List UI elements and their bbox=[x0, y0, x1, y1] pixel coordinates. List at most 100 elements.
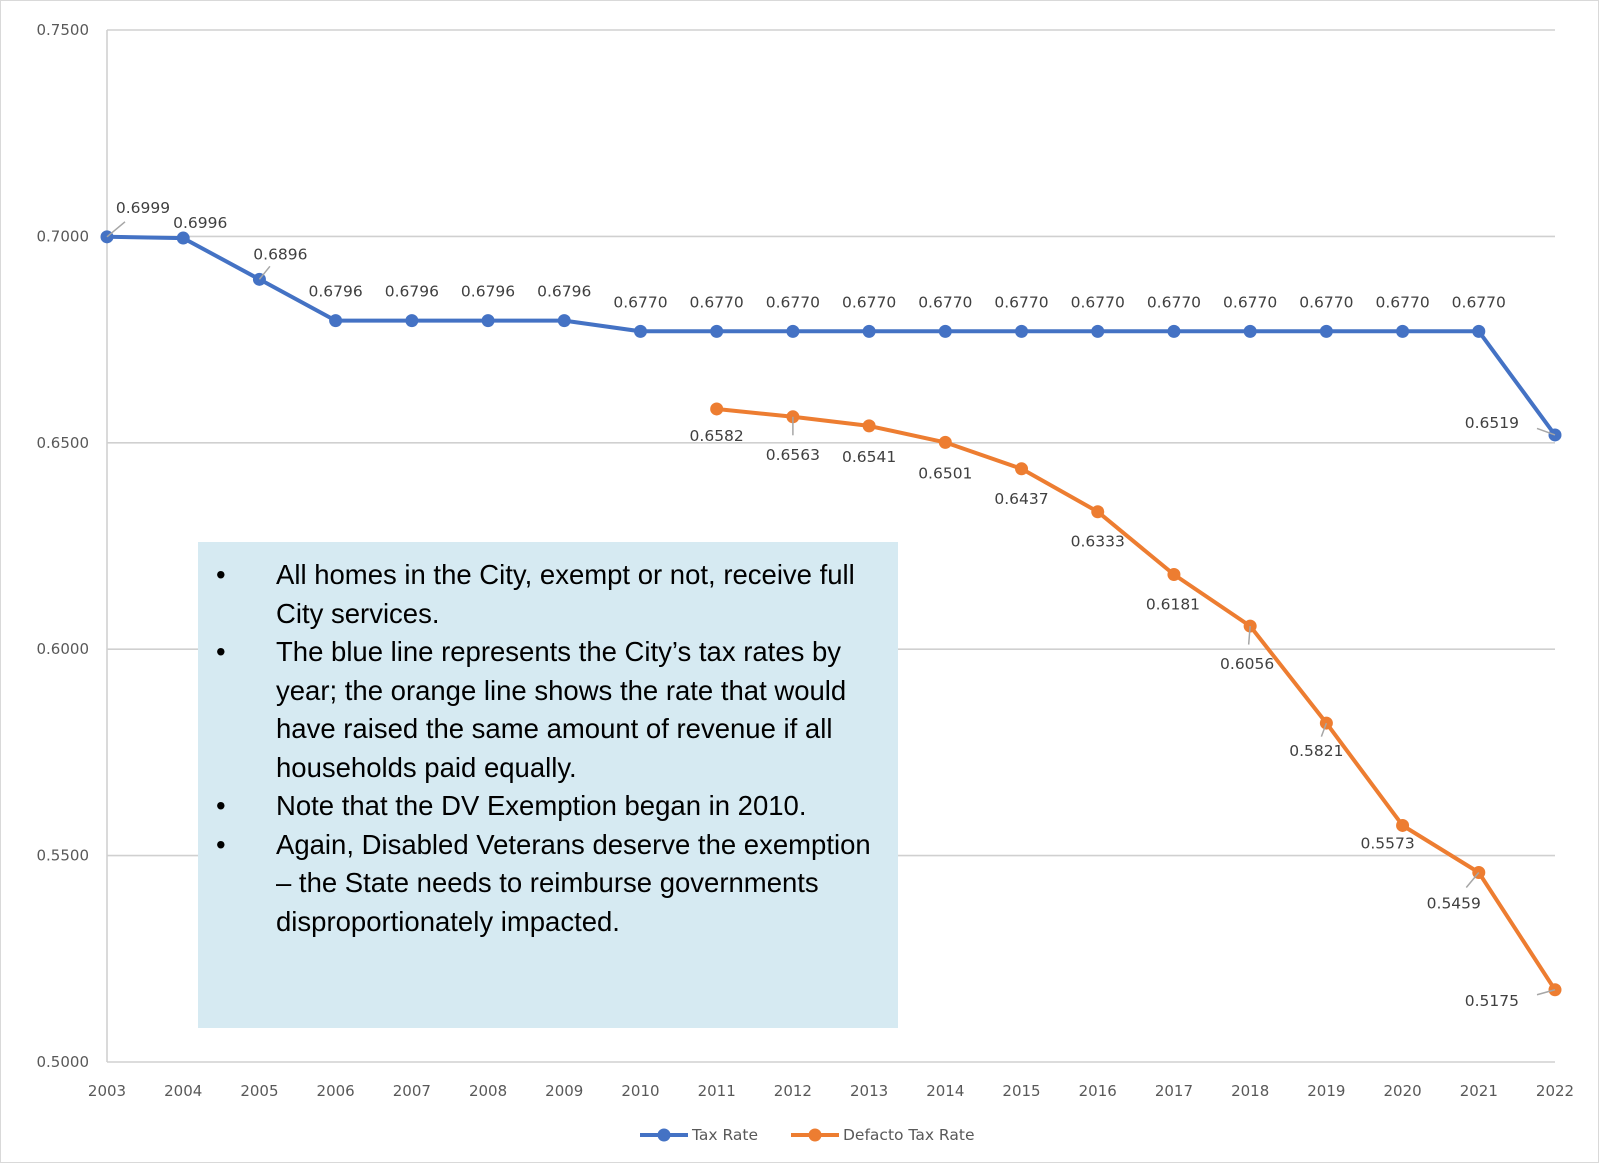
x-tick-label: 2007 bbox=[393, 1082, 431, 1100]
label-leader bbox=[1536, 427, 1556, 436]
x-tick-label: 2008 bbox=[469, 1082, 507, 1100]
x-tick-label: 2011 bbox=[698, 1082, 736, 1100]
data-point bbox=[938, 435, 952, 449]
bullet-icon: • bbox=[216, 790, 226, 821]
x-tick-label: 2010 bbox=[621, 1082, 659, 1100]
x-tick-label: 2003 bbox=[88, 1082, 126, 1100]
label-leader bbox=[258, 265, 271, 280]
data-label: 0.6333 bbox=[1071, 533, 1125, 551]
data-label: 0.6437 bbox=[994, 490, 1048, 508]
note-item: • The blue line represents the City’s tax… bbox=[216, 633, 888, 787]
y-tick-label: 0.5000 bbox=[37, 1053, 90, 1071]
data-point bbox=[1091, 505, 1105, 519]
x-tick-label: 2013 bbox=[850, 1082, 888, 1100]
data-label: 0.5459 bbox=[1427, 895, 1481, 913]
y-tick-label: 0.6000 bbox=[37, 640, 90, 658]
legend-item: Tax Rate bbox=[640, 1126, 758, 1144]
data-point bbox=[862, 419, 876, 433]
series-defacto-tax-rate: 0.6582 0.6563 0.6541 0.6501 0.6437 0.6333 0.61… bbox=[690, 402, 1562, 1010]
data-label: 0.5821 bbox=[1289, 742, 1343, 760]
data-point bbox=[1243, 324, 1257, 338]
note-item-text: Again, Disabled Veterans deserve the exe… bbox=[276, 828, 871, 937]
data-point bbox=[481, 314, 495, 328]
y-tick-label: 0.5500 bbox=[37, 847, 90, 865]
series-line bbox=[716, 407, 1557, 991]
x-tick-label: 2012 bbox=[774, 1082, 812, 1100]
data-point bbox=[786, 324, 800, 338]
data-label: 0.6770 bbox=[1071, 293, 1125, 311]
note-item: • All homes in the City, exempt or not, r… bbox=[216, 556, 888, 633]
y-axis: 0.5000 0.5500 0.6000 0.6500 0.7000 0.7500 bbox=[37, 21, 108, 1071]
legend-label: Tax Rate bbox=[691, 1126, 758, 1144]
data-point bbox=[862, 324, 876, 338]
data-point bbox=[329, 314, 343, 328]
y-tick-label: 0.6500 bbox=[37, 434, 90, 452]
data-point bbox=[176, 231, 190, 245]
note-item-text: Note that the DV Exemption began in 2010… bbox=[276, 790, 807, 821]
data-label: 0.6896 bbox=[253, 245, 307, 263]
x-tick-label: 2022 bbox=[1536, 1082, 1574, 1100]
data-label: 0.6582 bbox=[690, 427, 744, 445]
bullet-icon: • bbox=[216, 636, 226, 667]
data-point bbox=[1396, 818, 1410, 832]
data-point bbox=[1015, 462, 1029, 476]
data-label: 0.6501 bbox=[918, 464, 972, 482]
data-label: 0.6181 bbox=[1146, 595, 1200, 613]
data-point bbox=[1167, 567, 1181, 581]
x-tick-label: 2021 bbox=[1460, 1082, 1498, 1100]
data-point bbox=[938, 324, 952, 338]
data-label: 0.5175 bbox=[1465, 992, 1519, 1010]
label-leader bbox=[106, 221, 126, 238]
data-point bbox=[1319, 324, 1333, 338]
note-item: • Again, Disabled Veterans deserve the ex… bbox=[216, 826, 888, 942]
bullet-icon: • bbox=[216, 559, 226, 590]
data-point bbox=[1472, 324, 1486, 338]
data-label: 0.5573 bbox=[1360, 834, 1414, 852]
x-tick-label: 2009 bbox=[545, 1082, 583, 1100]
legend-label: Defacto Tax Rate bbox=[843, 1126, 974, 1144]
data-point bbox=[1091, 324, 1105, 338]
x-tick-label: 2019 bbox=[1307, 1082, 1345, 1100]
data-label: 0.6796 bbox=[537, 283, 591, 301]
data-label: 0.6770 bbox=[1147, 293, 1201, 311]
label-leader bbox=[1536, 989, 1556, 996]
note-item-text: The blue line represents the City’s tax … bbox=[276, 636, 847, 783]
data-point bbox=[1396, 324, 1410, 338]
data-label: 0.6563 bbox=[766, 446, 820, 464]
x-axis: 2003 2004 2005 2006 2007 2008 2009 2010 2011 2012… bbox=[88, 1082, 1574, 1100]
y-tick-label: 0.7500 bbox=[37, 21, 90, 39]
x-tick-label: 2015 bbox=[1002, 1082, 1040, 1100]
annotation-box: • All homes in the City, exempt or not, r… bbox=[198, 542, 898, 1028]
bullet-icon: • bbox=[216, 828, 226, 860]
note-item: • Note that the DV Exemption began in 201… bbox=[216, 787, 888, 826]
legend-swatch-marker bbox=[808, 1128, 822, 1142]
y-tick-label: 0.7000 bbox=[37, 227, 90, 245]
x-tick-label: 2016 bbox=[1079, 1082, 1117, 1100]
label-leader bbox=[1465, 872, 1480, 889]
data-label: 0.6770 bbox=[842, 293, 896, 311]
data-label: 0.6541 bbox=[842, 448, 896, 466]
legend-item: Defacto Tax Rate bbox=[791, 1126, 974, 1144]
note-item-text: All homes in the City, exempt or not, re… bbox=[276, 559, 855, 629]
x-tick-label: 2020 bbox=[1383, 1082, 1421, 1100]
data-point bbox=[1167, 324, 1181, 338]
data-label: 0.6770 bbox=[1375, 293, 1429, 311]
data-label: 0.6056 bbox=[1220, 655, 1274, 673]
data-point bbox=[710, 324, 724, 338]
data-point bbox=[405, 314, 419, 328]
x-tick-label: 2018 bbox=[1231, 1082, 1269, 1100]
data-label: 0.6770 bbox=[1299, 293, 1353, 311]
legend-swatch-marker bbox=[657, 1128, 671, 1142]
data-label: 0.6770 bbox=[1452, 293, 1506, 311]
data-label: 0.6519 bbox=[1465, 414, 1519, 432]
data-label: 0.6999 bbox=[116, 199, 170, 217]
data-label: 0.6770 bbox=[613, 293, 667, 311]
data-label: 0.6770 bbox=[1223, 293, 1277, 311]
legend: Tax Rate Defacto Tax Rate bbox=[640, 1126, 974, 1144]
data-label: 0.6770 bbox=[994, 293, 1048, 311]
data-label: 0.6796 bbox=[385, 283, 439, 301]
